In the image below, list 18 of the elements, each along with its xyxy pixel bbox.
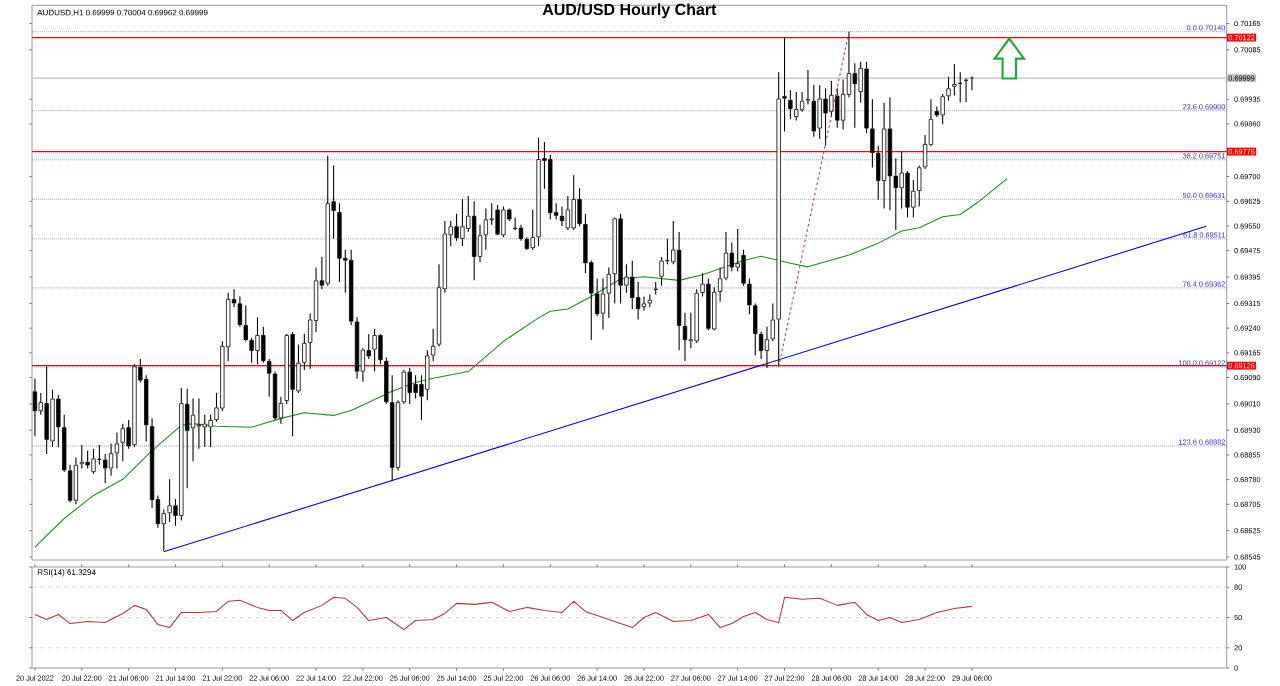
candlestick: [788, 89, 793, 120]
annotation: RSI(14) 61.3294: [37, 569, 96, 577]
annotation: AUDUSD,H1 0.69999 0.70004 0.69962 0.69999: [37, 9, 208, 17]
candlestick: [384, 356, 389, 405]
line-series: [34, 178, 1008, 548]
candlestick: [73, 457, 79, 505]
candlestick: [946, 76, 951, 102]
line-series: [34, 596, 973, 631]
candlestick: [958, 71, 963, 103]
candlestick: [952, 63, 957, 97]
candlestick: [963, 79, 969, 103]
candlestick: [805, 69, 811, 106]
candlestick: [928, 98, 934, 145]
candlestick: [149, 417, 155, 509]
candlestick: [969, 77, 974, 91]
candlestick: [114, 431, 120, 469]
chart-title: AUD/USD Hourly Chart: [542, 3, 717, 19]
candlestick: [653, 281, 658, 296]
